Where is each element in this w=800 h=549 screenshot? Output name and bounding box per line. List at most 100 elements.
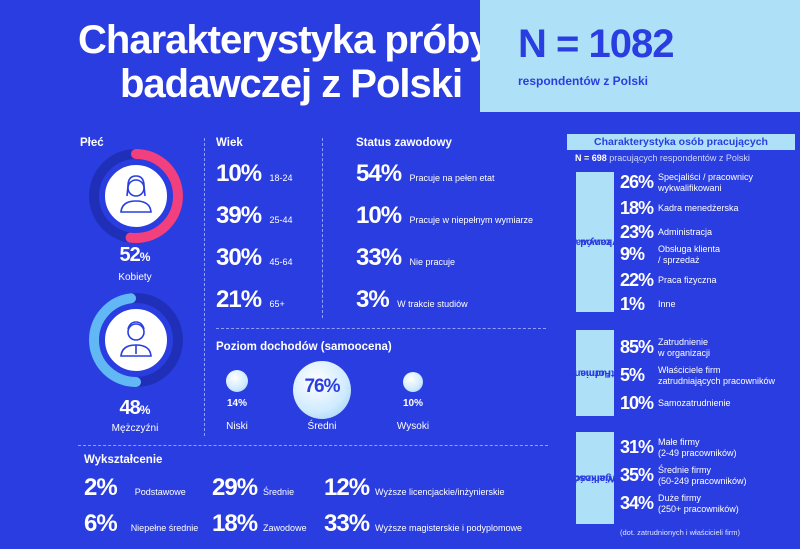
men-arc bbox=[89, 293, 183, 387]
status-label: Pracuje na pełen etat bbox=[409, 173, 495, 183]
education-item: 2% Podstawowe bbox=[84, 474, 186, 502]
occupation-pct: 9% bbox=[620, 244, 645, 264]
income-high-ball bbox=[403, 372, 423, 392]
occupation-pct: 26% bbox=[620, 172, 654, 192]
occupation-label: wykwalifikowani bbox=[658, 183, 722, 193]
education-item: 29% Średnie bbox=[212, 474, 294, 502]
age-item: 21% 65+ bbox=[216, 286, 285, 314]
age-pct: 30% bbox=[216, 244, 262, 271]
sample-size: N = 1082 bbox=[518, 22, 674, 66]
status-item: 10% Pracuje w niepełnym wymiarze bbox=[356, 202, 533, 230]
education-label: Zawodowe bbox=[263, 523, 307, 533]
status-heading: Status zawodowy bbox=[356, 137, 452, 149]
education-item: 33% Wyższe magisterskie i podyplomowe bbox=[324, 510, 522, 538]
divider-income bbox=[216, 328, 546, 329]
org-size-label: Średnie firmy bbox=[658, 465, 712, 475]
age-label: 45-64 bbox=[269, 257, 293, 267]
age-label: 65+ bbox=[269, 299, 285, 309]
education-label: Wyższe magisterskie i podyplomowe bbox=[375, 523, 523, 533]
org-size-tab-line2: organizacji bbox=[568, 472, 622, 484]
employment-label: Właściciele firm bbox=[658, 365, 721, 375]
employment-label: w organizacji bbox=[658, 348, 711, 358]
org-size-tab: Wielkość organizacji bbox=[569, 432, 621, 524]
occupation-label: / sprzedaż bbox=[658, 255, 700, 265]
occupation-label: Administracja bbox=[658, 227, 713, 237]
education-pct: 2% bbox=[84, 474, 118, 501]
employment-pct: 5% bbox=[620, 365, 645, 385]
org-size-label: Duże firmy bbox=[658, 493, 702, 503]
men-label: Mężczyźni bbox=[111, 423, 159, 434]
education-item: 12% Wyższe licencjackie/inżynierskie bbox=[324, 474, 505, 502]
education-pct: 29% bbox=[212, 474, 258, 501]
divider-education bbox=[78, 445, 548, 446]
income-heading: Poziom dochodów (samoocena) bbox=[216, 341, 392, 353]
age-pct: 21% bbox=[216, 286, 262, 313]
men-pct: 48 bbox=[119, 397, 141, 419]
age-item: 10% 18-24 bbox=[216, 160, 293, 188]
women-arc bbox=[89, 149, 183, 243]
workers-heading: Charakterystyka osób pracujących bbox=[567, 134, 795, 150]
women-pct: 52 bbox=[119, 244, 141, 266]
education-pct: 18% bbox=[212, 510, 258, 537]
org-size-label: (250+ pracowników) bbox=[658, 504, 739, 514]
income-high-pct: 10% bbox=[402, 398, 423, 409]
income-low-label: Niski bbox=[226, 421, 248, 432]
education-item: 18% Zawodowe bbox=[212, 510, 307, 538]
status-item: 33% Nie pracuje bbox=[356, 244, 455, 272]
women-pct-wrap: 52% bbox=[110, 244, 160, 267]
employment-pct: 85% bbox=[620, 337, 654, 357]
org-size-label: (50-249 pracowników) bbox=[658, 476, 747, 486]
education-pct: 6% bbox=[84, 510, 118, 537]
man-icon bbox=[120, 321, 152, 357]
education-item: 6% Niepełne średnie bbox=[84, 510, 198, 538]
title-line-2: badawczej z Polski bbox=[120, 62, 463, 106]
education-label: Średnie bbox=[263, 487, 295, 497]
occupation-tab-line2: zawód bbox=[579, 236, 611, 248]
employment-tab: Forma zatrudnienia bbox=[566, 330, 624, 416]
age-item: 39% 25-44 bbox=[216, 202, 293, 230]
women-pct-sign: % bbox=[139, 250, 151, 264]
education-label: Niepełne średnie bbox=[130, 523, 199, 533]
status-pct: 33% bbox=[356, 244, 402, 271]
divider-age bbox=[322, 138, 323, 318]
occupation-pct: 1% bbox=[620, 294, 645, 314]
org-size-label: (2-49 pracowników) bbox=[658, 448, 737, 458]
education-label: Podstawowe bbox=[134, 487, 186, 497]
org-size-pct: 35% bbox=[620, 465, 654, 485]
age-pct: 39% bbox=[216, 202, 262, 229]
status-item: 54% Pracuje na pełen etat bbox=[356, 160, 495, 188]
employment-tab-line2: zatrudnienia bbox=[565, 367, 625, 379]
age-label: 25-44 bbox=[269, 215, 293, 225]
income-mid-ball bbox=[293, 361, 351, 419]
org-size-pct: 34% bbox=[620, 493, 654, 513]
workers-sample-text: pracujących respondentów z Polski bbox=[609, 153, 750, 163]
title-line-1: Charakterystyka próby bbox=[78, 18, 492, 62]
org-size-note: (dot. zatrudnionych i właścicieli firm) bbox=[620, 528, 741, 537]
sample-size-label: respondentów z Polski bbox=[518, 74, 649, 88]
woman-icon bbox=[120, 175, 152, 213]
status-label: Nie pracuje bbox=[409, 257, 456, 267]
occupation-pct: 23% bbox=[620, 222, 654, 242]
income-mid-pct: 76% bbox=[304, 376, 340, 397]
women-label: Kobiety bbox=[118, 272, 152, 283]
status-pct: 10% bbox=[356, 202, 402, 229]
gender-heading: Płeć bbox=[80, 137, 104, 149]
org-size-pct: 31% bbox=[620, 437, 654, 457]
occupation-pct: 22% bbox=[620, 270, 654, 290]
occupation-label: Kadra menedżerska bbox=[658, 203, 739, 213]
men-pct-sign: % bbox=[139, 403, 151, 417]
workers-sample: N = 698 pracujących respondentów z Polsk… bbox=[575, 153, 750, 163]
income-low-pct: 14% bbox=[226, 398, 247, 409]
occupation-pct: 18% bbox=[620, 198, 654, 218]
employment-label: Samozatrudnienie bbox=[658, 398, 731, 408]
page-title: Charakterystyka próby badawczej z Polski bbox=[78, 18, 492, 106]
occupation-label: Inne bbox=[658, 299, 676, 309]
employment-label: Zatrudnienie bbox=[658, 337, 709, 347]
education-pct: 12% bbox=[324, 474, 370, 501]
status-pct: 54% bbox=[356, 160, 402, 187]
status-item: 3% W trakcie studiów bbox=[356, 286, 468, 314]
income-low-ball bbox=[226, 370, 248, 392]
men-ring bbox=[89, 293, 183, 387]
age-heading: Wiek bbox=[216, 137, 243, 149]
occupation-tab: Wykonywany zawód bbox=[563, 172, 627, 312]
